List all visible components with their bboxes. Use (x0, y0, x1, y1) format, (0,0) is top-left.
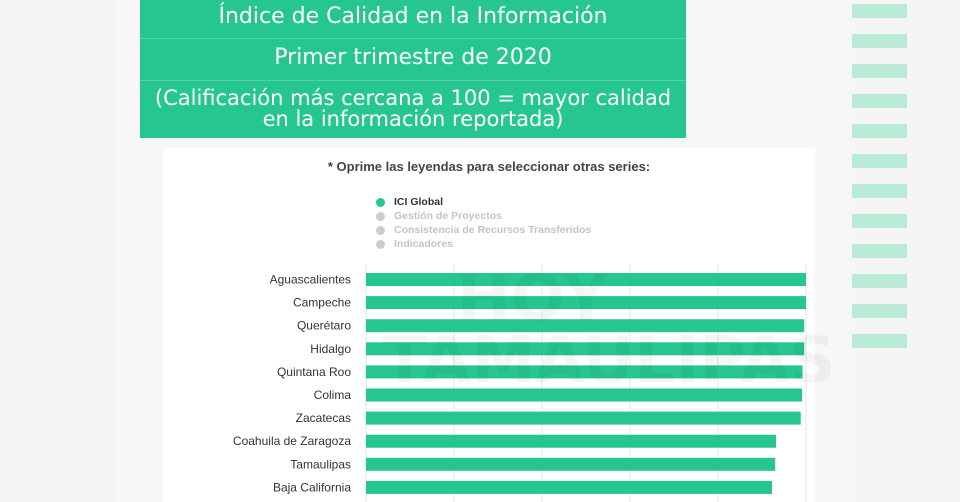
chart-period: Primer trimestre de 2020 (274, 45, 552, 70)
legend-dot-icon (376, 198, 385, 207)
legend-dot-icon (376, 226, 385, 235)
bar-zacatecas[interactable] (366, 411, 801, 425)
bar-colima[interactable] (366, 388, 803, 402)
category-label: Quintana Roo (277, 365, 351, 379)
bar-tamaulipas[interactable] (366, 457, 776, 471)
category-label: Coahuila de Zaragoza (233, 434, 351, 448)
chart-note: (Calificación más cercana a 100 = mayor … (154, 86, 672, 131)
category-label: Baja California (273, 480, 351, 494)
left-margin (0, 0, 115, 502)
bar-quer-taro[interactable] (366, 319, 805, 333)
category-label: Tamaulipas (290, 457, 351, 471)
legend-label: Consistencia de Recursos Transferidos (394, 224, 592, 236)
legend-dot-icon (376, 212, 385, 221)
bar-quintana-roo[interactable] (366, 365, 803, 379)
category-label: Querétaro (297, 319, 351, 333)
title-banner: Índice de Calidad en la Información Prim… (140, 0, 686, 138)
legend-label: Indicadores (394, 238, 453, 250)
banner-divider (140, 80, 686, 81)
bar-campeche[interactable] (366, 296, 806, 310)
bar-hidalgo[interactable] (366, 342, 805, 356)
category-label: Aguascalientes (270, 273, 351, 287)
chart-title: Índice de Calidad en la Información (218, 4, 608, 29)
banner-divider (140, 38, 686, 39)
bar-baja-california[interactable] (366, 480, 773, 494)
category-label: Colima (314, 388, 352, 402)
category-label: Zacatecas (296, 411, 351, 425)
category-label: Hidalgo (310, 342, 351, 356)
bar-coahuila-de-zaragoza[interactable] (366, 434, 777, 448)
legend-dot-icon (376, 240, 385, 249)
background-strips (852, 0, 907, 502)
legend-label: Gestión de Proyectos (394, 210, 502, 222)
category-label: Campeche (293, 296, 351, 310)
bar-aguascalientes[interactable] (366, 273, 806, 286)
bar-chart: Aguascalientes Campeche Querétaro Hidalgo Qu… (233, 264, 807, 502)
chart-card: * Oprime las leyendas para seleccionar o… (163, 148, 815, 502)
legend-label: ICI Global (394, 196, 444, 208)
legend-instruction: * Oprime las leyendas para seleccionar o… (327, 159, 651, 174)
